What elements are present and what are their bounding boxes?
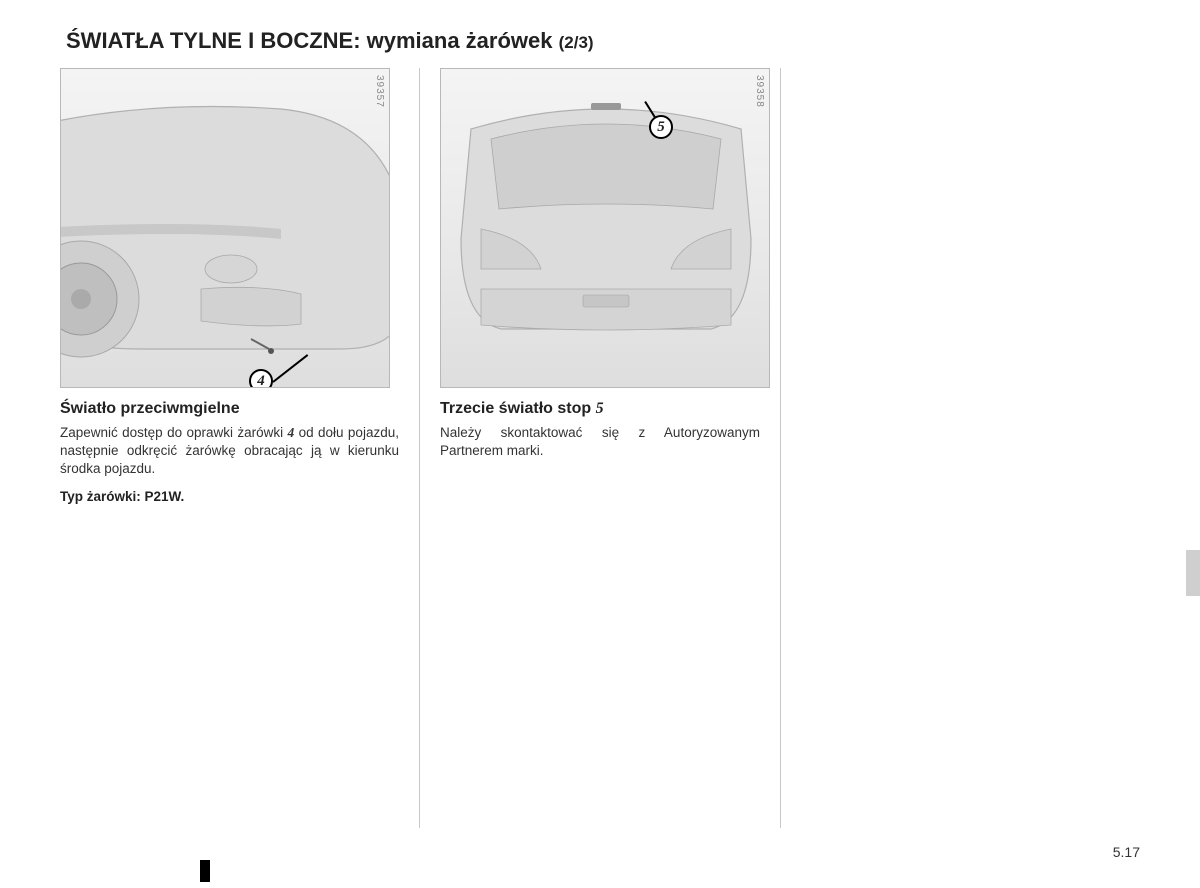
- column-2: 39358 5 Trzecie światło stop 5 N: [420, 68, 780, 828]
- bulb-type: Typ żarówki: P21W.: [60, 489, 399, 504]
- page-number: 5.17: [1113, 844, 1140, 860]
- title-main: ŚWIATŁA TYLNE I BOCZNE: wymiana żarówek: [66, 28, 553, 53]
- footer-mark: [200, 860, 210, 882]
- title-sub: (2/3): [559, 33, 594, 52]
- fog-light-text: Zapewnić dostęp do oprawki żarówki 4 od …: [60, 424, 399, 479]
- car-rear-icon: [451, 89, 761, 349]
- side-tab: [1186, 550, 1200, 596]
- figure-fog-light: 39357 4: [60, 68, 390, 388]
- columns: 39357 4 Światło przeciwmgielne: [60, 68, 1140, 828]
- figure-third-brake-light: 39358 5: [440, 68, 770, 388]
- third-brake-heading: Trzecie światło stop 5: [440, 400, 760, 418]
- column-3: [781, 68, 1140, 828]
- callout-4: 4: [249, 369, 273, 388]
- car-rear-quarter-icon: [60, 89, 390, 369]
- page-title: ŚWIATŁA TYLNE I BOCZNE: wymiana żarówek …: [66, 28, 1140, 54]
- callout-5: 5: [649, 115, 673, 139]
- fog-light-heading: Światło przeciwmgielne: [60, 400, 399, 418]
- third-brake-text: Należy skontaktować się z Autoryzowanym …: [440, 424, 760, 460]
- column-1: 39357 4 Światło przeciwmgielne: [60, 68, 419, 828]
- manual-page: ŚWIATŁA TYLNE I BOCZNE: wymiana żarówek …: [0, 0, 1200, 828]
